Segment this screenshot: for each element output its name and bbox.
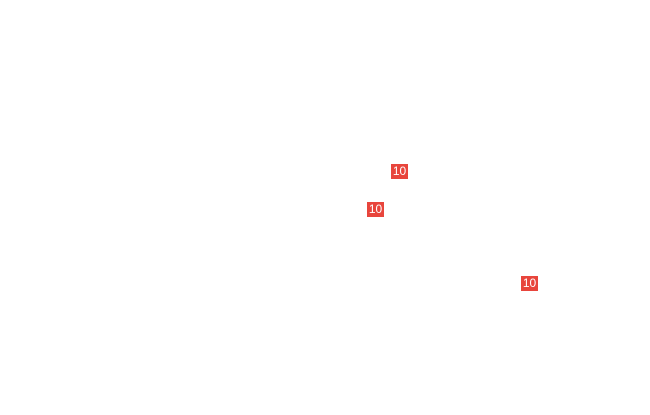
count-badge[interactable]: 10 bbox=[391, 164, 408, 179]
count-badge[interactable]: 10 bbox=[521, 276, 538, 291]
count-badge[interactable]: 10 bbox=[367, 202, 384, 217]
